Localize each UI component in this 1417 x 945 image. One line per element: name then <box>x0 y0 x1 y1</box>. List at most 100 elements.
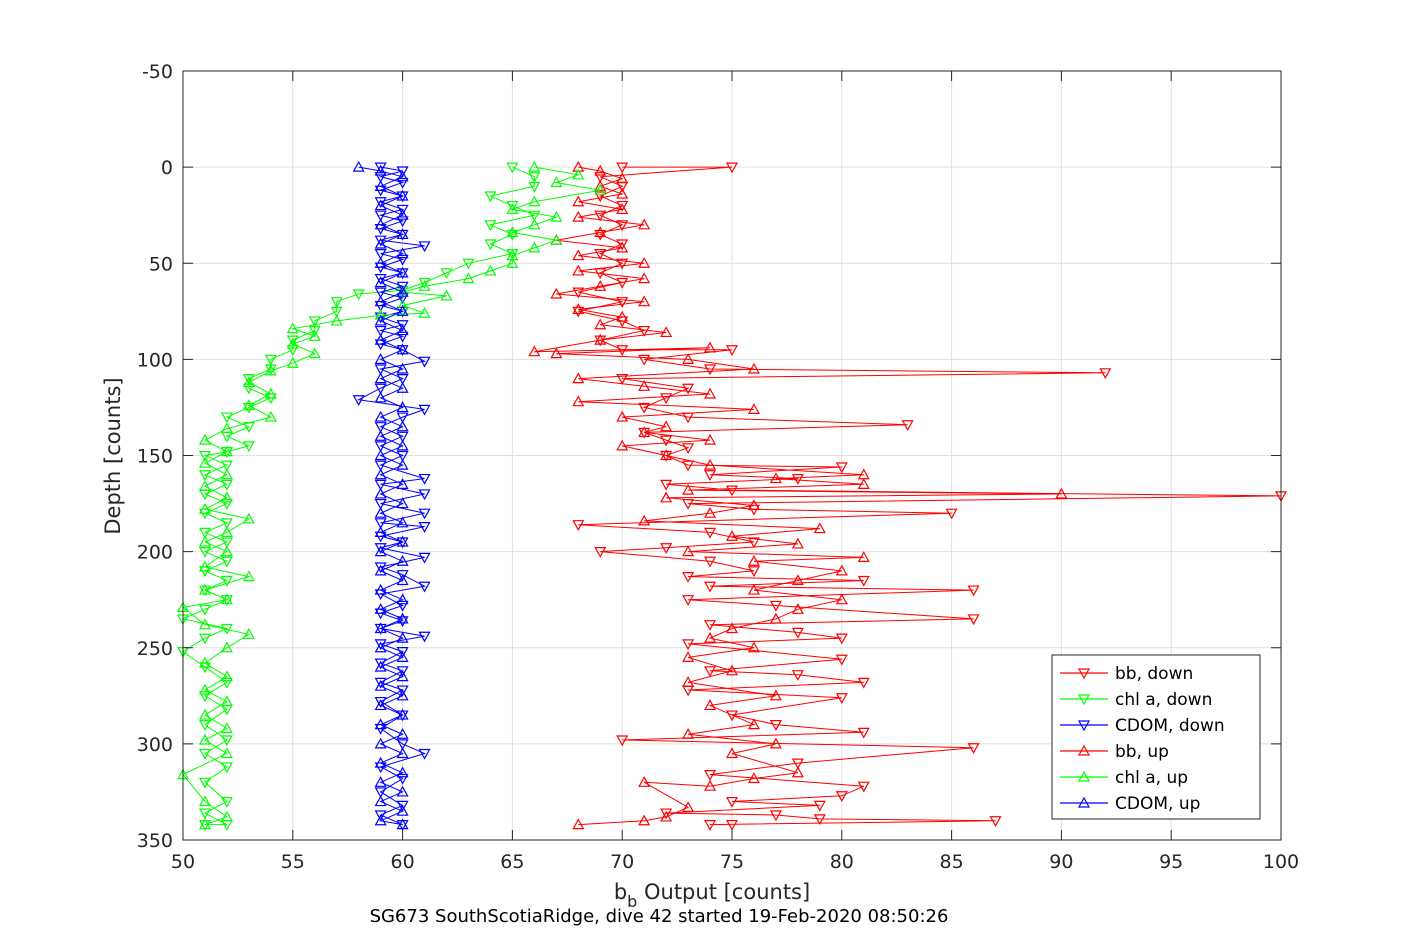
data-point <box>704 556 717 568</box>
series-line <box>534 166 1062 826</box>
x-tick-label: 50 <box>171 851 195 873</box>
data-point <box>594 183 607 195</box>
data-point <box>220 575 233 587</box>
data-point <box>572 210 585 222</box>
data-point <box>550 347 563 359</box>
data-point <box>374 353 387 364</box>
data-point <box>220 468 233 480</box>
data-point <box>220 735 233 747</box>
data-point <box>396 670 409 682</box>
data-point <box>374 308 387 320</box>
series-line <box>358 166 405 826</box>
data-point <box>330 297 343 308</box>
data-point <box>660 393 673 405</box>
data-point <box>967 585 980 597</box>
data-point <box>396 170 409 182</box>
data-point <box>791 473 804 485</box>
data-point <box>418 581 431 593</box>
data-point <box>660 420 673 432</box>
data-point <box>747 403 760 414</box>
data-point <box>396 254 409 266</box>
data-point <box>638 514 651 526</box>
x-tick-label: 65 <box>500 851 524 873</box>
data-point <box>374 422 387 433</box>
data-point <box>550 287 563 299</box>
data-point <box>945 508 958 520</box>
data-point <box>857 551 870 562</box>
data-point <box>198 733 211 745</box>
data-point <box>286 322 299 334</box>
data-point <box>594 249 607 260</box>
data-point <box>572 306 585 318</box>
legend-label: bb, up <box>1115 742 1169 762</box>
data-point <box>747 583 760 595</box>
legend-label: chl a, down <box>1115 690 1212 710</box>
data-point <box>704 779 717 791</box>
data-point <box>374 641 387 653</box>
data-point <box>396 689 409 701</box>
data-point <box>374 460 387 472</box>
data-point <box>396 516 409 528</box>
data-point <box>374 639 387 651</box>
x-tick-label: 95 <box>1159 851 1183 873</box>
series-line <box>578 166 1282 826</box>
data-point <box>374 679 387 691</box>
data-point <box>967 743 980 754</box>
data-point <box>704 470 717 481</box>
data-point <box>506 229 519 241</box>
data-point <box>616 258 629 270</box>
data-point <box>286 356 299 368</box>
data-point <box>835 462 848 474</box>
data-point <box>725 664 739 676</box>
series-5 <box>352 160 409 830</box>
data-point <box>374 237 387 249</box>
data-point <box>594 318 607 330</box>
y-axis-label: Depth [counts] <box>101 377 125 534</box>
legend-marker <box>1077 694 1091 706</box>
data-point <box>989 816 1002 828</box>
data-point <box>857 478 870 489</box>
data-point <box>396 631 409 643</box>
data-point <box>682 801 695 812</box>
data-point <box>374 164 387 176</box>
data-point <box>572 160 585 172</box>
data-point <box>198 470 211 481</box>
data-point <box>308 347 321 359</box>
data-point <box>198 808 211 820</box>
data-point <box>396 420 409 432</box>
legend-label: chl a, up <box>1115 768 1188 788</box>
data-point <box>396 800 409 812</box>
data-point <box>528 345 541 357</box>
data-point <box>747 537 760 549</box>
data-point <box>198 604 211 616</box>
data-point <box>594 226 607 238</box>
data-point <box>374 660 387 672</box>
data-point <box>396 204 409 216</box>
data-point <box>198 583 211 595</box>
data-point <box>396 593 409 605</box>
data-point <box>242 441 255 453</box>
legend-marker <box>1077 796 1091 808</box>
data-point <box>374 776 387 787</box>
series-line <box>181 166 601 826</box>
data-point <box>418 241 431 253</box>
data-point <box>264 410 277 422</box>
data-point <box>374 235 387 247</box>
data-point <box>374 372 387 384</box>
data-point <box>638 218 651 230</box>
data-point <box>660 435 673 447</box>
data-point <box>704 506 717 518</box>
data-point <box>374 622 387 634</box>
data-point <box>198 535 211 547</box>
data-point <box>396 266 409 278</box>
data-point <box>506 257 519 268</box>
data-point <box>396 299 409 311</box>
data-point <box>638 814 651 826</box>
data-point <box>484 239 497 251</box>
data-point <box>704 458 717 470</box>
data-point <box>220 670 233 682</box>
data-point <box>220 545 233 557</box>
data-point <box>374 564 387 576</box>
data-point <box>220 412 233 424</box>
